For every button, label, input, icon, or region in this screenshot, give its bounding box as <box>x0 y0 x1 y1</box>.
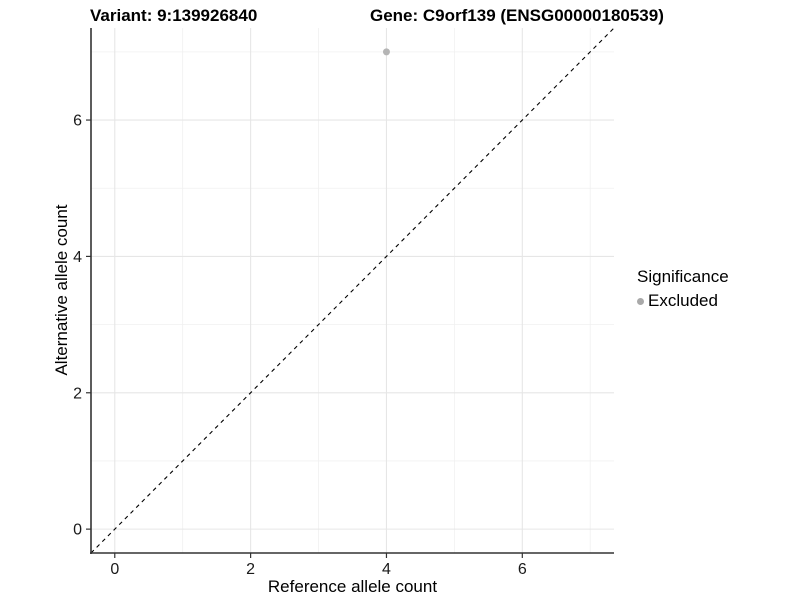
legend: Significance Excluded <box>637 267 729 311</box>
x-tick-label: 2 <box>246 561 255 578</box>
identity-dashed-line <box>90 27 615 554</box>
y-tick-label: 0 <box>73 522 82 539</box>
legend-item-excluded: Excluded <box>637 291 729 311</box>
data-point <box>382 48 390 56</box>
x-tick-label: 4 <box>382 561 391 578</box>
x-tick-label: 6 <box>518 561 527 578</box>
y-tick-label: 4 <box>73 249 82 266</box>
x-tick-label: 0 <box>110 561 119 578</box>
y-tick-label: 2 <box>73 385 82 402</box>
y-axis-title: Alternative allele count <box>52 204 71 376</box>
variant-title: Variant: 9:139926840 <box>90 6 258 25</box>
x-axis-title: Reference allele count <box>267 577 438 596</box>
gene-title: Gene: C9orf139 (ENSG00000180539) <box>370 6 664 25</box>
legend-point-icon <box>637 297 644 305</box>
y-tick-label: 6 <box>73 113 82 130</box>
legend-title: Significance <box>637 267 729 286</box>
legend-item-label: Excluded <box>648 291 718 310</box>
